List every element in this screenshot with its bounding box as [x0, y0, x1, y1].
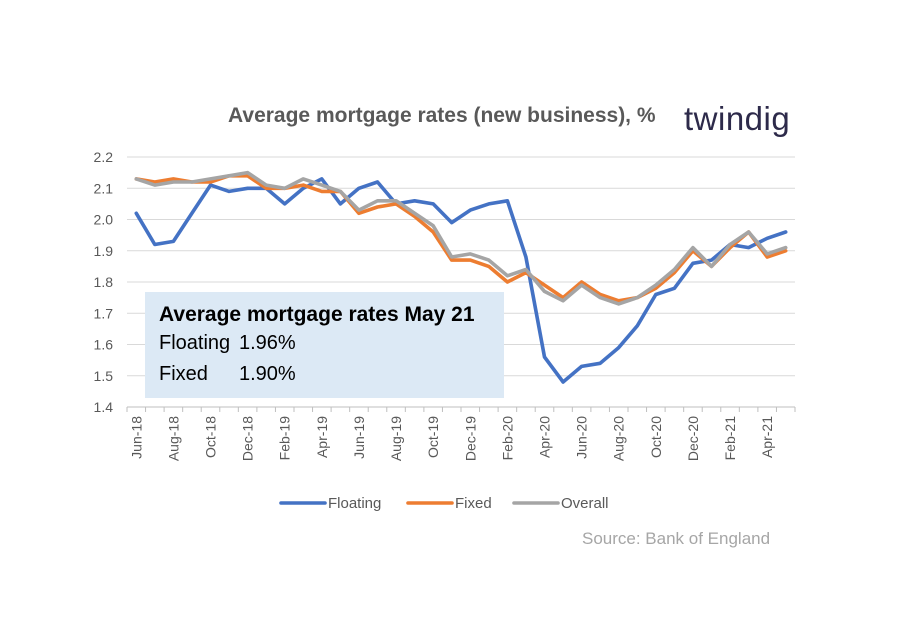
y-tick-label: 1.5 — [94, 368, 114, 384]
twindig-logo: twindig — [684, 100, 791, 137]
chart-title: Average mortgage rates (new business), % — [228, 104, 656, 127]
x-tick-label: Dec-18 — [240, 416, 256, 461]
source-note: Source: Bank of England — [582, 529, 771, 548]
y-tick-label: 2.2 — [94, 149, 114, 165]
x-tick-label: Oct-19 — [425, 416, 441, 458]
x-tick-label: Aug-18 — [165, 416, 181, 461]
legend-label-floating: Floating — [328, 495, 381, 512]
y-tick-label: 1.6 — [94, 337, 114, 353]
x-tick-label: Apr-21 — [759, 416, 775, 458]
annotation-fixed-label: Fixed — [159, 363, 208, 385]
x-tick-label: Aug-20 — [611, 416, 627, 461]
y-tick-label: 1.9 — [94, 243, 114, 259]
x-tick-label: Dec-19 — [462, 416, 478, 461]
series-line-floating — [134, 177, 788, 384]
y-tick-label: 2.0 — [94, 212, 114, 228]
y-tick-label: 1.4 — [94, 399, 114, 415]
x-tick-label: Feb-19 — [277, 416, 293, 461]
y-tick-label: 1.8 — [94, 274, 114, 290]
x-tick-label: Oct-18 — [203, 416, 219, 458]
x-tick-label: Oct-20 — [648, 416, 664, 458]
x-tick-label: Jun-19 — [351, 416, 367, 459]
x-tick-label: Apr-20 — [537, 416, 553, 458]
x-tick-label: Apr-19 — [314, 416, 330, 458]
annotation-floating: Floating 1.96% — [159, 328, 490, 359]
annotation-fixed: Fixed 1.90% — [159, 359, 490, 390]
legend: Floating Fixed Overall — [279, 495, 609, 512]
y-tick-label: 1.7 — [94, 305, 114, 321]
x-tick-label: Feb-20 — [499, 416, 515, 461]
series-line-fixed — [134, 174, 788, 303]
annotation-fixed-value: 1.90% — [239, 363, 296, 385]
annotation-box: Average mortgage rates May 21 Floating 1.… — [145, 292, 504, 398]
x-tick-label: Feb-21 — [722, 416, 738, 461]
series-lines — [134, 170, 788, 384]
x-tick-label: Dec-20 — [685, 416, 701, 461]
y-tick-label: 2.1 — [94, 180, 114, 196]
legend-label-overall: Overall — [561, 495, 609, 512]
legend-label-fixed: Fixed — [455, 495, 492, 512]
x-tick-label: Jun-20 — [574, 416, 590, 459]
series-line-overall — [134, 170, 788, 306]
annotation-floating-label: Floating — [159, 332, 231, 354]
x-tick-label: Aug-19 — [388, 416, 404, 461]
annotation-title: Average mortgage rates May 21 — [159, 303, 475, 326]
axes: 1.4 1.5 1.6 1.7 1.8 1.9 2.0 2.1 2.2 Jun-18 Aug-18 O… — [94, 149, 796, 461]
x-tick-label: Jun-18 — [128, 416, 144, 459]
annotation-floating-value: 1.96% — [239, 332, 296, 354]
